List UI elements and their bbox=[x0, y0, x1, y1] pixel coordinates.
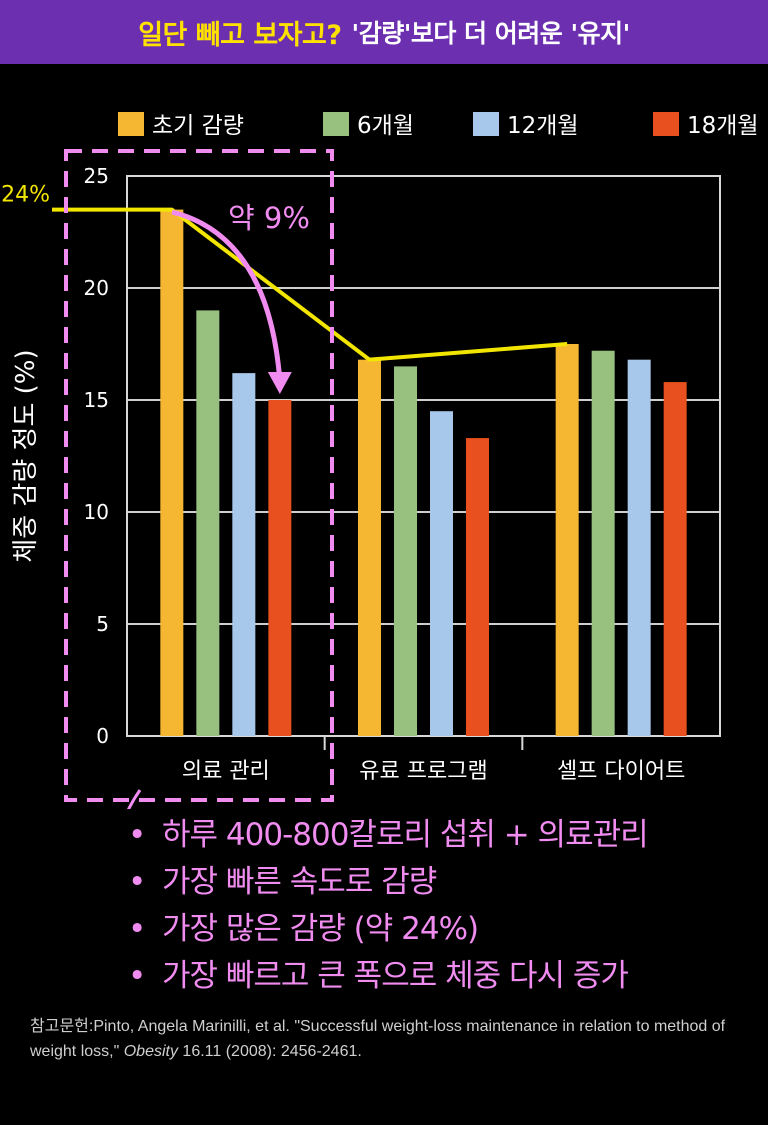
page-title: 일단 빼고 보자고? bbox=[138, 19, 342, 51]
x-category-label: 셀프 다이어트 bbox=[557, 759, 685, 784]
bar-초기 감량 bbox=[160, 209, 184, 737]
plot-frame bbox=[126, 175, 721, 737]
bullet-item: • 가장 빠른 속도로 감량 bbox=[128, 859, 648, 906]
bar-12개월 bbox=[430, 411, 453, 736]
y-tick-label: 10 bbox=[84, 500, 109, 524]
bar-초기 감량 bbox=[358, 359, 381, 736]
reference-text: 참고문헌:Pinto, Angela Marinilli, et al. "Su… bbox=[30, 1018, 726, 1060]
bullet-text: 가장 빠르고 큰 폭으로 체중 다시 증가 bbox=[162, 958, 629, 994]
bar-6개월 bbox=[591, 350, 615, 736]
legend-label: 18개월 bbox=[687, 113, 759, 139]
y-tick-label: 5 bbox=[96, 612, 109, 636]
bar-18개월 bbox=[663, 382, 687, 736]
legend-swatch bbox=[323, 112, 349, 136]
legend-label: 초기 감량 bbox=[152, 113, 244, 139]
page-subtitle: '감량'보다 더 어려운 '유지' bbox=[351, 19, 631, 48]
bullet-item: • 가장 빠르고 큰 폭으로 체중 다시 증가 bbox=[128, 953, 648, 1000]
legend-label: 6개월 bbox=[357, 113, 414, 139]
bar-6개월 bbox=[196, 310, 220, 736]
highlight-box bbox=[64, 149, 334, 802]
bullet-item: • 가장 많은 감량 (약 24%) bbox=[128, 906, 648, 953]
reference-citation: 참고문헌:Pinto, Angela Marinilli, et al. "Su… bbox=[30, 1014, 750, 1064]
legend-swatch bbox=[653, 112, 679, 136]
y-tick-label: 0 bbox=[96, 724, 109, 748]
trend-start-label: 24% bbox=[1, 183, 50, 208]
x-category-label: 유료 프로그램 bbox=[359, 759, 487, 784]
y-tick-label: 25 bbox=[84, 164, 109, 188]
reference-text-end: 16.11 (2008): 2456-2461. bbox=[177, 1043, 362, 1060]
y-axis-label: 체중 감량 정도 (%) bbox=[11, 349, 41, 562]
bar-18개월 bbox=[268, 400, 292, 736]
bar-초기 감량 bbox=[555, 344, 579, 736]
drop-arrowhead bbox=[267, 372, 292, 394]
bullet-marker: • bbox=[128, 817, 146, 853]
drop-arrow bbox=[171, 209, 283, 381]
legend-swatch bbox=[118, 112, 144, 136]
bullet-marker: • bbox=[128, 958, 146, 994]
bullet-list: • 하루 400-800칼로리 섭취 + 의료관리 • 가장 빠른 속도로 감량 •… bbox=[128, 812, 649, 1000]
bullet-item: • 하루 400-800칼로리 섭취 + 의료관리 bbox=[128, 812, 649, 859]
bullet-text: 가장 많은 감량 (약 24%) bbox=[162, 911, 479, 947]
bullet-marker: • bbox=[128, 864, 146, 900]
bullet-text: 가장 빠른 속도로 감량 bbox=[162, 864, 437, 900]
legend-swatch bbox=[473, 112, 499, 136]
y-tick-label: 20 bbox=[84, 276, 109, 300]
bullet-text: 하루 400-800칼로리 섭취 + 의료관리 bbox=[162, 817, 649, 853]
bar-18개월 bbox=[466, 438, 489, 736]
bullet-marker: • bbox=[128, 911, 146, 947]
title-banner: 일단 빼고 보자고? '감량'보다 더 어려운 '유지' bbox=[0, 0, 768, 64]
bar-12개월 bbox=[232, 373, 256, 736]
x-category-label: 의료 관리 bbox=[182, 759, 270, 784]
bar-12개월 bbox=[627, 359, 651, 736]
drop-label: 약 9% bbox=[228, 201, 310, 235]
trend-line bbox=[52, 207, 568, 362]
bar-6개월 bbox=[394, 366, 417, 736]
bar-chart: 0 5 10 15 20 25 체중 감량 정도 (%) 의료 관리 유료 프로그램 셀프 다이어… bbox=[1, 112, 759, 809]
reference-journal: Obesity bbox=[123, 1043, 178, 1060]
y-tick-label: 15 bbox=[84, 388, 109, 412]
connector-arrow bbox=[127, 789, 142, 809]
legend-label: 12개월 bbox=[507, 113, 579, 139]
